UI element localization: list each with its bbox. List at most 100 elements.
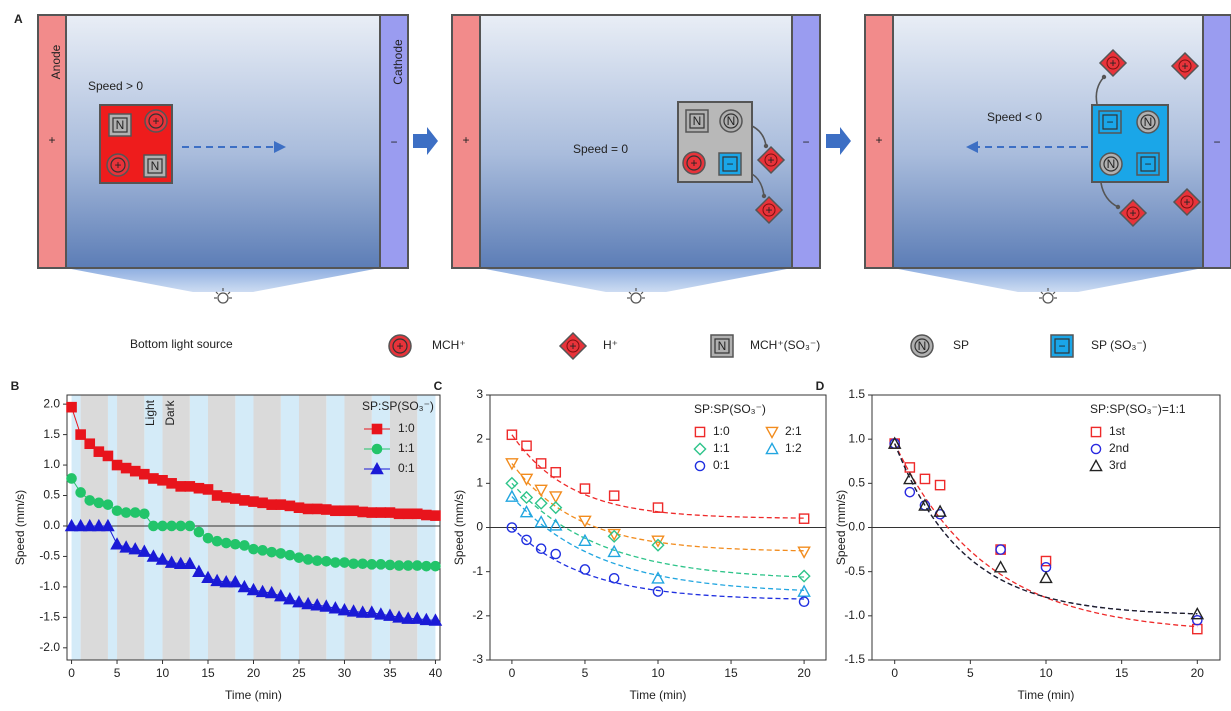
marker [519,473,534,486]
marker [401,611,415,624]
marker [264,585,279,599]
marker [302,554,314,565]
bulb-ray [628,291,632,295]
species-icon [1118,198,1148,228]
species-icon [910,334,934,358]
marker [137,544,152,557]
marker [211,490,223,501]
legend-marker [765,426,779,440]
dark-interval [253,395,281,660]
marker [239,540,250,551]
marker [66,473,77,484]
marker [129,507,141,518]
step-arrow [413,127,438,155]
motion-head [274,141,286,153]
x-tick-label: 5 [582,666,589,680]
marker [357,506,368,518]
marker [652,502,664,513]
marker [82,518,97,532]
icon-text: + [569,339,576,353]
legend-label: 2nd [1109,441,1129,455]
step-arrow [826,127,851,155]
icon-inner [1102,114,1118,130]
marker [521,534,532,546]
marker [506,522,518,533]
marker [402,560,414,571]
marker [383,608,397,621]
marker [651,538,665,552]
icon-text: + [767,153,774,167]
marker [220,492,232,503]
legend-text: SP [953,338,969,352]
icon-text: N [151,159,160,173]
cell-body [451,14,821,269]
icon-diamond [558,331,588,361]
y-tick-label: -3 [472,652,483,666]
marker [797,546,811,559]
dark-interval [208,395,236,660]
marker [364,605,379,618]
release-arrow [751,173,765,197]
icon-inner [686,155,702,171]
marker [93,497,105,509]
species-icon [388,334,412,358]
marker [519,504,534,518]
species-icon [108,113,132,137]
annotation: Dark [163,399,177,425]
marker [918,498,932,511]
legend-text: SP (SO₃⁻) [1091,338,1147,352]
marker [919,473,931,485]
icon-text: N [727,114,736,128]
legend-text: MCH⁺(SO₃⁻) [750,338,820,352]
x-axis-label: Time (min) [225,688,282,702]
marker [375,559,387,570]
species-icon [719,109,743,133]
light-interval [326,395,345,660]
x-tick-label: 10 [156,666,170,680]
marker [1040,555,1052,567]
marker [120,507,132,518]
cell-body [37,14,409,269]
marker [302,503,314,515]
species-icon [558,331,588,361]
y-tick-label: -1.0 [39,579,60,593]
fit-curve [511,527,805,600]
marker [110,537,124,550]
marker [402,508,414,520]
legend-marker [371,443,383,455]
marker [330,557,341,568]
marker [430,510,441,521]
marker [392,610,406,623]
marker [266,546,277,558]
marker [248,496,259,507]
marker [93,446,105,457]
icon-circle [719,109,743,133]
cathode-sign: − [802,135,809,149]
icon-diamond [1118,198,1148,228]
annotation: Light [143,399,157,426]
icon-text: + [1181,59,1188,73]
marker [284,500,296,512]
x-tick-label: 0 [509,666,516,680]
cell [37,14,409,304]
species-icon [1098,48,1128,78]
marker [411,508,423,520]
legend-text: H⁺ [603,338,618,352]
marker [933,504,947,517]
marker [164,555,179,568]
x-tick-label: 15 [724,666,738,680]
icon-box [685,109,709,133]
icon-box [1050,334,1074,358]
marker [548,491,563,504]
y-tick-label: 1.0 [43,457,60,471]
light-interval [235,395,254,660]
legend-marker [765,441,779,455]
marker [366,507,378,518]
marker [146,549,161,562]
marker [607,528,621,542]
marker [184,520,196,532]
marker [228,574,243,588]
legend-label: 1:0 [398,421,415,435]
marker [421,560,432,572]
cell-body [864,14,1231,269]
